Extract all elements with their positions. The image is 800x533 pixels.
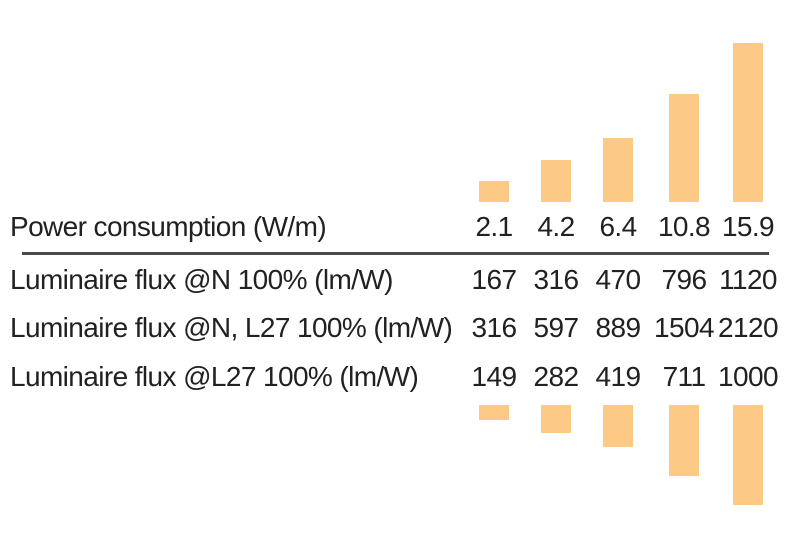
value-cell: 796 — [661, 264, 708, 295]
value-cell: 889 — [595, 312, 642, 343]
table-row-power-consumption: Power consumption (W/m) 2.1 4.2 6.4 10.8… — [0, 207, 800, 247]
row-label-flux-n: Luminaire flux @N 100% (lm/W) — [10, 264, 394, 295]
value-cell: 4.2 — [537, 211, 575, 242]
value-cell: 316 — [471, 312, 518, 343]
flux-l27-bar-2 — [541, 405, 571, 434]
value-cell: 2.1 — [475, 211, 513, 242]
flux-l27-bar-1 — [479, 405, 509, 420]
value-cell: 470 — [595, 264, 642, 295]
value-cell: 419 — [595, 361, 642, 392]
flux-l27-bar-4 — [669, 405, 699, 477]
value-cell: 167 — [471, 264, 518, 295]
row-label-flux-l27: Luminaire flux @L27 100% (lm/W) — [10, 361, 419, 392]
value-cell: 1120 — [719, 264, 777, 295]
value-cell: 282 — [533, 361, 580, 392]
table-row-flux-l27: Luminaire flux @L27 100% (lm/W) 149 282 … — [0, 357, 800, 397]
value-cell: 10.8 — [657, 211, 711, 242]
value-cell: 316 — [533, 264, 580, 295]
value-cell: 2120 — [718, 312, 778, 343]
value-cell: 15.9 — [721, 211, 775, 242]
value-cell: 149 — [471, 361, 518, 392]
table-row-flux-n: Luminaire flux @N 100% (lm/W) 167 316 47… — [0, 260, 800, 300]
value-cell: 1504 — [654, 312, 714, 343]
divider-line — [22, 252, 769, 255]
row-label-power-consumption: Power consumption (W/m) — [10, 211, 327, 242]
value-cell: 6.4 — [599, 211, 637, 242]
power-consumption-bar-1 — [479, 181, 509, 202]
value-cell: 711 — [662, 361, 706, 392]
power-consumption-bar-3 — [603, 138, 633, 202]
value-cell: 597 — [533, 312, 580, 343]
power-consumption-bar-4 — [669, 94, 699, 202]
power-consumption-bar-5 — [733, 43, 763, 202]
table-row-flux-n-l27: Luminaire flux @N, L27 100% (lm/W) 316 5… — [0, 308, 800, 348]
flux-l27-bar-5 — [733, 405, 763, 505]
power-consumption-bar-2 — [541, 160, 571, 202]
flux-l27-bar-3 — [603, 405, 633, 447]
value-cell: 1000 — [718, 361, 778, 392]
row-label-flux-n-l27: Luminaire flux @N, L27 100% (lm/W) — [10, 312, 453, 343]
